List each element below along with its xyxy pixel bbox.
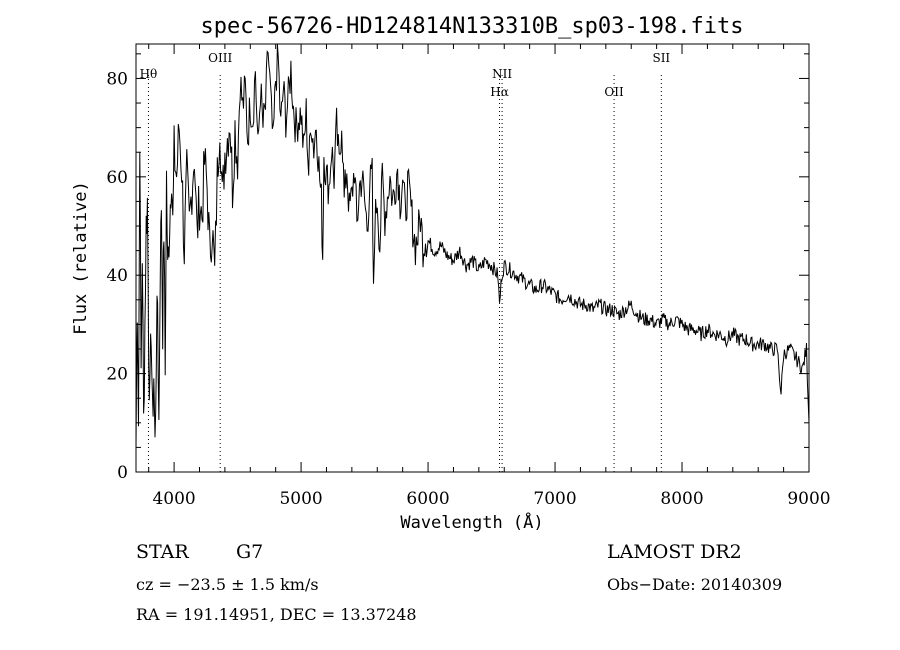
y-tick-label: 60: [106, 168, 128, 188]
x-tick-label: 5000: [279, 489, 322, 509]
spectral-line-label: Hθ: [140, 67, 158, 81]
spectral-line-label: NII: [492, 67, 512, 81]
spectral-line-label: Hα: [490, 85, 509, 99]
y-tick-label: 0: [117, 463, 128, 483]
plot-frame: [135, 43, 810, 473]
plot-area: Hθ OIII NII Hα OII SII: [135, 43, 810, 473]
y-tick-label: 80: [106, 69, 128, 89]
x-tick-label: 7000: [533, 489, 576, 509]
y-axis-label: Flux (relative): [71, 181, 91, 335]
spectral-line-markers: Hθ OIII NII Hα OII SII: [140, 51, 670, 472]
y-tick-label: 20: [106, 365, 128, 385]
spectral-line-label: OIII: [208, 51, 232, 65]
x-axis-label: Wavelength (Å): [400, 511, 543, 533]
object-type: STAR: [136, 541, 189, 563]
x-tick-label: 6000: [406, 489, 449, 509]
object-subclass: G7: [236, 541, 263, 563]
chart-title: spec-56726-HD124814N133310B_sp03-198.fit…: [200, 14, 743, 39]
x-tick-label: 4000: [152, 489, 195, 509]
y-tick-label: 40: [106, 266, 128, 286]
spectral-line-label: SII: [652, 51, 670, 65]
x-tick-label: 9000: [787, 489, 830, 509]
x-tick-label: 8000: [660, 489, 703, 509]
obs-date: Obs−Date: 20140309: [607, 575, 782, 594]
redshift-text: cz = −23.5 ± 1.5 km/s: [136, 575, 319, 594]
spectrum-series: [135, 44, 810, 449]
coordinates-text: RA = 191.14951, DEC = 13.37248: [136, 605, 417, 624]
axis-ticks: 4000 5000 6000 7000 8000 9000 0 20 40 60 80: [106, 44, 831, 509]
survey-label: LAMOST DR2: [607, 541, 742, 563]
spectral-line-label: OII: [604, 85, 624, 99]
